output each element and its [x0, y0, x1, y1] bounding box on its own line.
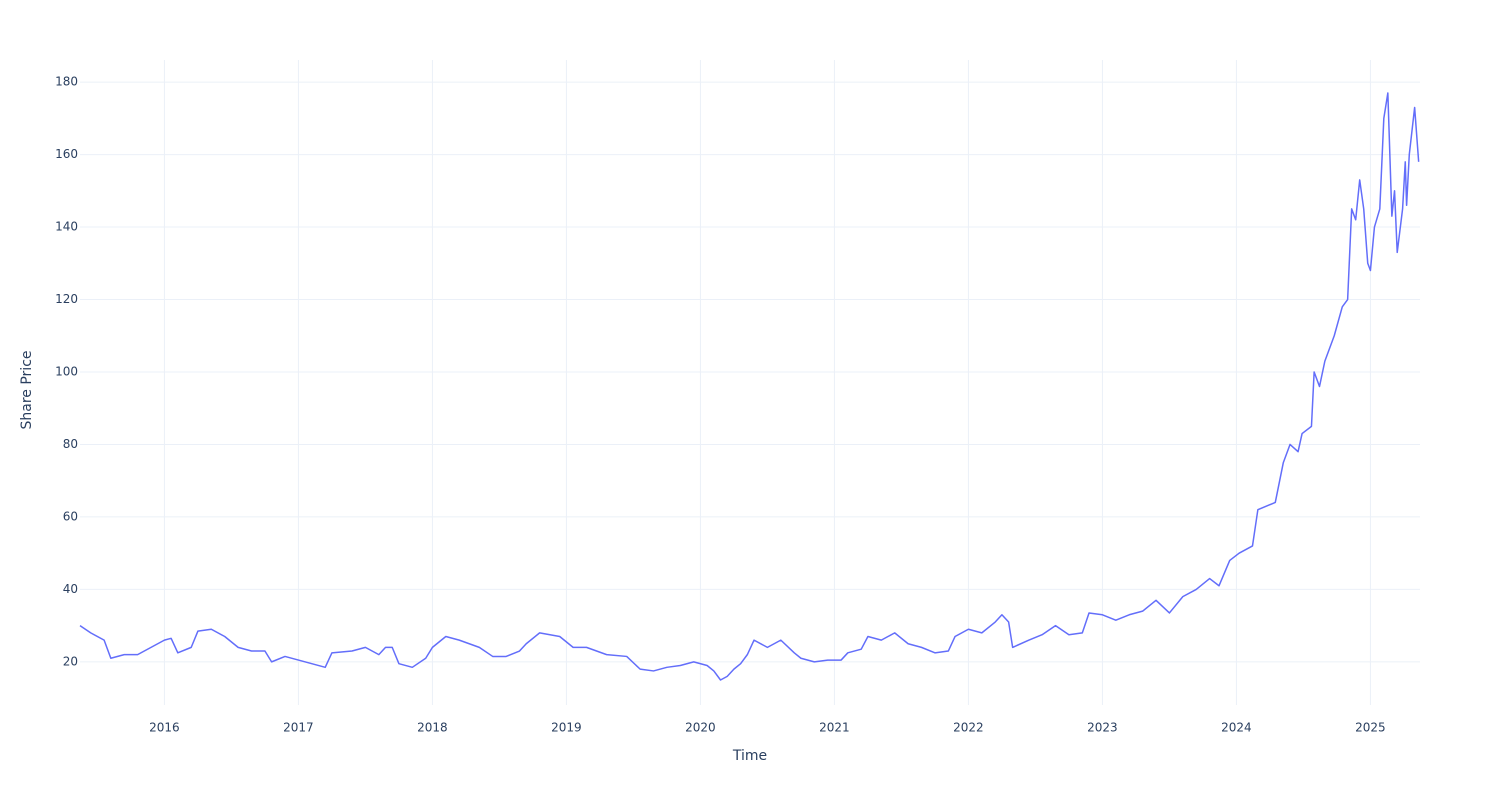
y-tick-label: 120	[55, 292, 78, 306]
y-tick-label: 100	[55, 364, 78, 378]
x-tick-label: 2020	[685, 721, 716, 735]
x-tick-label: 2023	[1087, 721, 1118, 735]
y-axis-title: Share Price	[19, 350, 35, 429]
y-tick-label: 40	[63, 582, 78, 596]
x-tick-label: 2017	[283, 721, 314, 735]
y-tick-label: 140	[55, 220, 78, 234]
x-tick-label: 2019	[551, 721, 582, 735]
x-axis-title: Time	[732, 748, 767, 764]
y-tick-label: 180	[55, 75, 78, 89]
x-tick-label: 2025	[1355, 721, 1386, 735]
x-tick-label: 2016	[149, 721, 180, 735]
y-tick-label: 80	[63, 437, 78, 451]
x-tick-label: 2022	[953, 721, 984, 735]
y-tick-label: 160	[55, 147, 78, 161]
x-tick-label: 2018	[417, 721, 448, 735]
x-tick-label: 2024	[1221, 721, 1252, 735]
price-line	[79, 92, 1420, 681]
y-tick-label: 60	[63, 509, 78, 523]
x-tick-label: 2021	[819, 721, 850, 735]
y-tick-label: 20	[63, 654, 78, 668]
